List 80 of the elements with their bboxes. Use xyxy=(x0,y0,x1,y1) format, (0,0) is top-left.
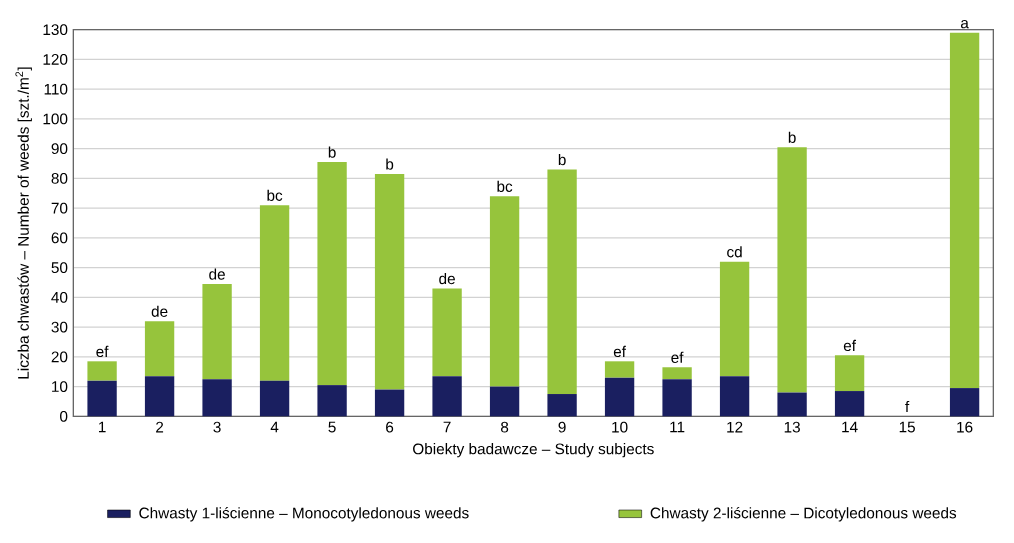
bar xyxy=(259,380,290,417)
y-tick-label: 40 xyxy=(51,291,68,303)
y-tick-label: 120 xyxy=(43,53,68,65)
annotation: bc xyxy=(497,180,513,192)
x-tick-label: 12 xyxy=(727,421,743,433)
annotation: ef xyxy=(96,345,109,358)
bar xyxy=(604,377,635,417)
annotation: ef xyxy=(613,345,627,358)
y-tick-label: 60 xyxy=(51,232,68,244)
y-axis-title: Liczba chwastów – Number of weeds [szt./m$^{2}$] xyxy=(15,67,32,379)
annotation: ef xyxy=(843,339,857,352)
bar xyxy=(144,321,175,377)
bar xyxy=(489,196,520,387)
y-tick-label: 70 xyxy=(51,202,68,214)
legend-label: Chwasty 2-liścienne – Dicotyledonous weeds xyxy=(650,507,957,522)
bar xyxy=(432,376,462,417)
x-tick-label: 14 xyxy=(842,421,858,433)
annotation: de xyxy=(151,305,168,317)
bar xyxy=(949,32,980,389)
x-axis-title: Obiekty badawcze – Study subjects xyxy=(413,443,654,458)
x-tick-label: 15 xyxy=(899,421,915,433)
bar xyxy=(374,173,405,390)
y-tick-label: 0 xyxy=(60,410,68,422)
y-tick-label: 30 xyxy=(51,321,68,333)
x-tick-label: 7 xyxy=(443,421,451,433)
bar xyxy=(87,380,117,417)
bar xyxy=(489,386,520,417)
bar xyxy=(834,355,865,392)
bar xyxy=(662,367,692,380)
annotation: ef xyxy=(671,351,684,363)
bar xyxy=(719,261,750,377)
bar xyxy=(949,388,980,417)
x-tick-label: 1 xyxy=(98,421,106,433)
bar xyxy=(719,376,750,417)
bar xyxy=(317,162,347,386)
legend-label: Chwasty 1-liścienne – Monocotyledonous weeds xyxy=(139,507,469,522)
x-tick-label: 16 xyxy=(957,421,973,433)
x-tick-label: 13 xyxy=(784,421,800,433)
bar xyxy=(144,376,175,417)
x-tick-label: 2 xyxy=(156,421,164,433)
bar xyxy=(547,394,577,417)
bar xyxy=(202,379,232,417)
annotation: cd xyxy=(727,246,742,258)
bar xyxy=(202,283,232,380)
y-tick-label: 130 xyxy=(43,24,68,36)
bar xyxy=(834,391,865,417)
x-tick-label: 10 xyxy=(612,421,628,433)
y-tick-label: 90 xyxy=(51,143,68,155)
x-tick-label: 8 xyxy=(500,421,509,433)
annotation: b xyxy=(386,158,394,170)
bar xyxy=(374,389,405,417)
bar xyxy=(87,361,117,381)
bar xyxy=(777,147,807,393)
y-tick-label: 10 xyxy=(52,381,68,393)
y-tick-label: 50 xyxy=(51,262,68,274)
x-tick-label: 11 xyxy=(670,421,685,433)
annotation: a xyxy=(960,19,969,29)
x-tick-label: 3 xyxy=(213,421,221,433)
annotation: f xyxy=(905,400,910,413)
annotation: b xyxy=(788,131,796,143)
y-tick-label: 100 xyxy=(43,113,68,125)
x-tick-label: 4 xyxy=(270,421,279,433)
bar xyxy=(604,361,635,378)
y-tick-label: 20 xyxy=(51,351,68,363)
bar xyxy=(547,169,577,395)
y-tick-label: 80 xyxy=(51,172,68,184)
annotation: de xyxy=(209,268,225,280)
annotation: bc xyxy=(267,189,283,201)
x-tick-label: 5 xyxy=(328,421,336,433)
annotation: b xyxy=(328,146,336,158)
bar xyxy=(317,385,347,417)
y-tick-label: 110 xyxy=(44,83,68,95)
bar xyxy=(432,288,462,377)
x-tick-label: 6 xyxy=(386,421,394,433)
bar xyxy=(777,392,807,417)
bar xyxy=(259,205,290,381)
bar xyxy=(662,379,692,417)
x-tick-label: 9 xyxy=(558,421,566,433)
annotation: b xyxy=(558,153,566,166)
annotation: de xyxy=(439,272,455,285)
